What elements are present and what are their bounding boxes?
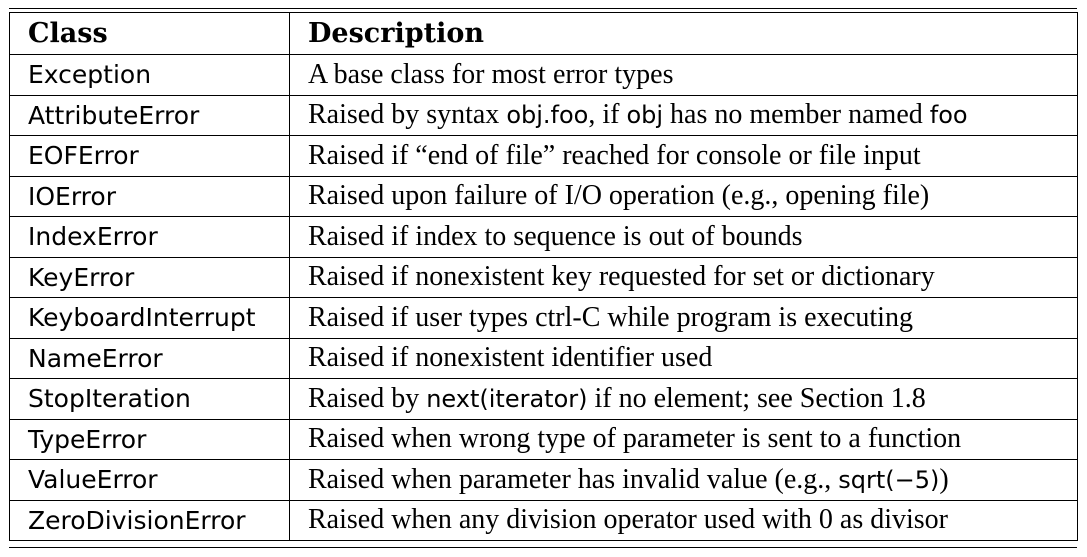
header-description: Description xyxy=(289,12,1078,55)
exception-class-name: IOError xyxy=(9,175,290,217)
description-text: Raised when any division operator used w… xyxy=(308,504,949,536)
exception-description: Raised if “end of file” reached for cons… xyxy=(289,135,1078,177)
table-row: IndexError Raised if index to sequence is… xyxy=(9,216,1078,258)
exception-class-name: IndexError xyxy=(9,216,290,258)
description-text: Raised if nonexistent key requested for … xyxy=(308,261,935,293)
table-row: ValueError Raised when parameter has inva… xyxy=(9,459,1078,501)
code-text: foo xyxy=(929,101,968,130)
exception-class-name: KeyboardInterrupt xyxy=(9,297,290,339)
description-text: Raised when wrong type of parameter is s… xyxy=(308,423,962,455)
exception-table-frame: Class Description Exception A base class … xyxy=(9,8,1078,548)
exception-classes-table: Class Description Exception A base class … xyxy=(9,12,1078,541)
description-text: Raised upon failure of I/O operation (e.… xyxy=(308,180,930,212)
description-text: Raised if nonexistent identifier used xyxy=(308,342,713,374)
table-body: Exception A base class for most error typ… xyxy=(9,54,1078,541)
description-text: Raised when parameter has invalid value … xyxy=(308,463,839,495)
exception-class-name: ValueError xyxy=(9,459,290,501)
exception-class-name: KeyError xyxy=(9,256,290,298)
exception-class-name: TypeError xyxy=(9,418,290,460)
description-text: has no member named xyxy=(663,99,930,131)
table-row: NameError Raised if nonexistent identifie… xyxy=(9,337,1078,379)
exception-description: A base class for most error types xyxy=(289,54,1078,96)
exception-class-name: ZeroDivisionError xyxy=(9,499,290,541)
exception-description: Raised if user types ctrl-C while progra… xyxy=(289,297,1078,339)
table-row: Exception A base class for most error typ… xyxy=(9,54,1078,96)
description-text: , if xyxy=(588,99,627,131)
exception-description: Raised when parameter has invalid value … xyxy=(289,459,1078,501)
description-text: Raised by xyxy=(308,382,427,414)
exception-class-name: EOFError xyxy=(9,135,290,177)
exception-description: Raised if nonexistent identifier used xyxy=(289,337,1078,379)
exception-description: Raised when any division operator used w… xyxy=(289,499,1078,541)
description-text: if no element; see Section 1.8 xyxy=(587,382,926,414)
table-row: EOFError Raised if “end of file” reached … xyxy=(9,135,1078,177)
exception-class-name: Exception xyxy=(9,54,290,96)
table-row: KeyboardInterrupt Raised if user types ct… xyxy=(9,297,1078,339)
code-text: obj xyxy=(626,101,664,130)
code-text: sqrt(−5) xyxy=(838,465,940,494)
description-text: Raised by syntax xyxy=(308,99,507,131)
table-row: IOError Raised upon failure of I/O operat… xyxy=(9,175,1078,217)
table-row: StopIteration Raised by next(iterator) if… xyxy=(9,378,1078,420)
table-row: TypeError Raised when wrong type of param… xyxy=(9,418,1078,460)
exception-class-name: StopIteration xyxy=(9,378,290,420)
code-text: obj.foo xyxy=(506,101,589,130)
exception-description: Raised by next(iterator) if no element; … xyxy=(289,378,1078,420)
exception-class-name: NameError xyxy=(9,337,290,379)
description-text: Raised if index to sequence is out of bo… xyxy=(308,220,803,252)
description-text: Raised if user types ctrl-C while progra… xyxy=(308,301,913,333)
table-row: KeyError Raised if nonexistent key reques… xyxy=(9,256,1078,298)
exception-class-name: AttributeError xyxy=(9,94,290,136)
description-text: Raised if “end of file” reached for cons… xyxy=(308,139,921,171)
table-row: AttributeError Raised by syntax obj.foo, … xyxy=(9,94,1078,136)
exception-description: Raised by syntax obj.foo, if obj has no … xyxy=(289,94,1078,136)
exception-description: Raised when wrong type of parameter is s… xyxy=(289,418,1078,460)
description-text: ) xyxy=(939,463,949,495)
exception-description: Raised if nonexistent key requested for … xyxy=(289,256,1078,298)
table-row: ZeroDivisionError Raised when any divisio… xyxy=(9,499,1078,541)
code-text: next(iterator) xyxy=(426,384,588,413)
table-header-row: Class Description xyxy=(9,12,1078,55)
exception-description: Raised if index to sequence is out of bo… xyxy=(289,216,1078,258)
header-class: Class xyxy=(9,12,290,55)
exception-description: Raised upon failure of I/O operation (e.… xyxy=(289,175,1078,217)
description-text: A base class for most error types xyxy=(308,58,674,90)
